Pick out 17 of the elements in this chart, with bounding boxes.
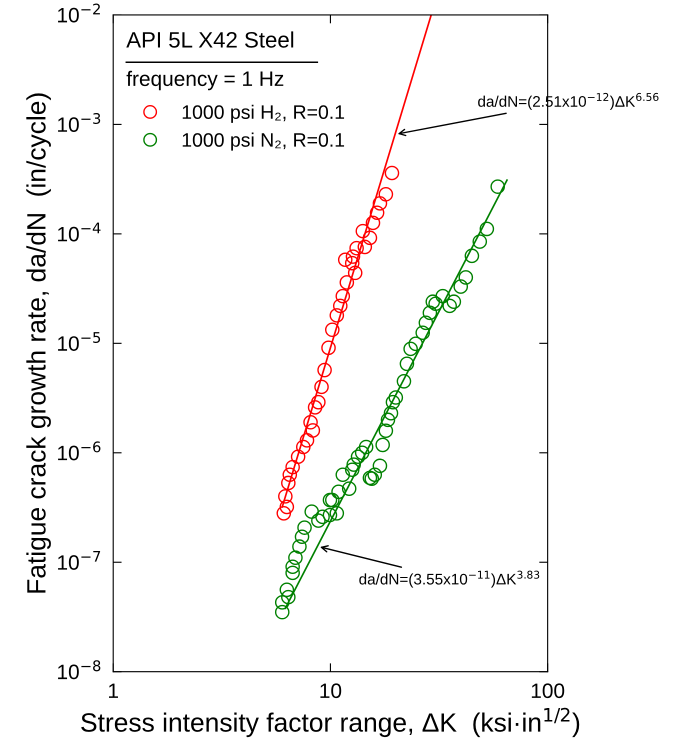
x-tick-label: 10 (320, 683, 342, 698)
x-axis-title: Stress intensity factor range, ΔK (ksi·in$^{1/2}$) (81, 708, 580, 738)
annotation: da/dN=(3.55x10$^{−11}$)ΔK$^{3.83}$ (359, 570, 540, 588)
legend-label: 1000 psi N₂, R=0.1 (182, 132, 344, 151)
y-tick-label: 10$^{−7}$ (58, 551, 100, 570)
y-tick-label: 10$^{−4}$ (58, 222, 101, 242)
legend-label: 1000 psi H₂, R=0.1 (182, 104, 344, 123)
x-tick-label: 1 (109, 684, 118, 698)
y-tick-label: 10$^{−6}$ (58, 441, 100, 460)
annotation: frequency = 1 Hz (126, 70, 284, 90)
x-tick-label: 100 (532, 683, 564, 698)
y-tick-label: 10$^{−2}$ (58, 4, 100, 23)
y-tick-label: 10$^{−3}$ (58, 113, 100, 132)
annotation: API 5L X42 Steel (126, 31, 294, 48)
y-axis-title: Fatigue crack growth rate, da/dN (in/cycle) (26, 93, 51, 593)
y-tick-label: 10$^{−8}$ (58, 660, 100, 680)
y-tick-label: 10$^{−5}$ (58, 332, 100, 351)
